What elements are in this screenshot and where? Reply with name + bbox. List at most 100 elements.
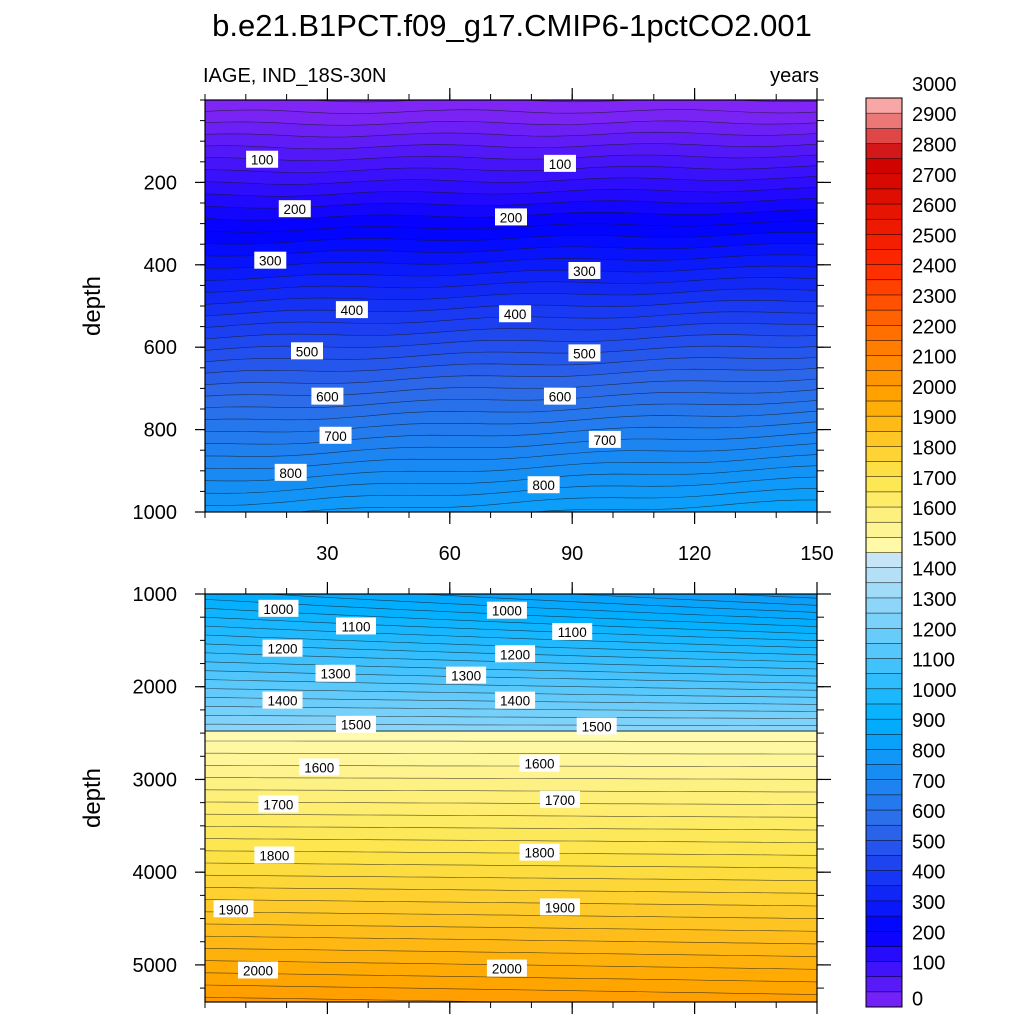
- bottom-contour-line: [205, 838, 817, 843]
- top-contour-line: [205, 143, 817, 150]
- colorbar-swatch: [866, 537, 902, 553]
- top-contour-label-text: 500: [296, 344, 319, 359]
- colorbar-swatch: [866, 279, 902, 296]
- top-y-tick-label: 400: [144, 255, 177, 277]
- bottom-contour-label: 1600: [519, 754, 560, 772]
- top-contour-label-text: 600: [549, 390, 572, 405]
- bottom-contour-label-text: 1500: [582, 720, 612, 735]
- bottom-contour-label-text: 2000: [492, 962, 522, 977]
- colorbar-swatch: [866, 719, 902, 735]
- bottom-contour-label-text: 1700: [545, 793, 575, 808]
- top-contour-line: [205, 421, 817, 445]
- bottom-contour-label: 1200: [495, 645, 536, 663]
- top-contour-label: 200: [278, 200, 311, 218]
- bottom-contour-label: 1800: [254, 846, 295, 864]
- colorbar-label: 0: [912, 988, 923, 1010]
- colorbar-swatch: [866, 900, 902, 917]
- top-contour-label-text: 800: [279, 466, 302, 481]
- bottom-contour-label: 1200: [262, 639, 303, 657]
- top-y-tick-label: 200: [144, 172, 177, 194]
- top-x-tick-label: 90: [561, 543, 583, 565]
- top-contour-label-box: [543, 387, 576, 405]
- bottom-contour-line: [205, 972, 817, 983]
- bottom-contour-line: [205, 625, 817, 649]
- bottom-contour-line: [205, 1009, 817, 1020]
- bottom-contour-label-box: [446, 666, 487, 684]
- bottom-contour-line: [205, 826, 817, 831]
- bottom-contour-label: 1900: [539, 898, 580, 916]
- bottom-contour-labels: 1000 1000 1100 1100 1200 1200 1300 1300 1400 1400…: [213, 599, 617, 979]
- top-contour-label: 500: [291, 342, 323, 360]
- colorbar-label: 200: [912, 922, 945, 944]
- top-contour-label-text: 600: [316, 390, 339, 405]
- bottom-contour-label-text: 1100: [558, 625, 587, 640]
- colorbar-swatch: [866, 628, 902, 644]
- bottom-contour-line: [205, 777, 817, 780]
- top-contour-line: [205, 254, 817, 269]
- colorbar-label: 800: [912, 740, 945, 762]
- bottom-contour-line: [205, 862, 817, 869]
- top-contour-band: [205, 523, 817, 554]
- top-contour-band: [205, 532, 817, 589]
- top-contour-label-box: [527, 476, 560, 494]
- colorbar: 3000290028002700260025002400230022002100…: [865, 74, 957, 1010]
- top-contour-band: [532, 499, 817, 512]
- colorbar-swatch: [866, 976, 902, 993]
- colorbar-swatch: [866, 325, 902, 341]
- colorbar-swatch: [866, 658, 902, 675]
- colorbar-label: 700: [912, 771, 945, 793]
- top-contour-label-box: [246, 150, 279, 168]
- colorbar-swatch: [866, 249, 902, 266]
- top-contour-label-box: [274, 463, 307, 481]
- bottom-contour-label-box: [258, 599, 299, 617]
- colorbar-label: 1700: [912, 468, 957, 490]
- colorbar-swatch: [866, 734, 902, 750]
- top-contour-line: [205, 389, 817, 409]
- bottom-contour-label-box: [254, 846, 295, 864]
- bottom-contour-label-box: [519, 843, 560, 861]
- top-contour-line: [205, 546, 817, 578]
- bottom-contour-label: 1500: [335, 715, 376, 733]
- bottom-contour-line: [413, 594, 817, 613]
- top-contour-label-box: [543, 154, 576, 172]
- bottom-contour-label-box: [335, 617, 376, 635]
- top-contour-label-text: 200: [283, 202, 306, 217]
- bottom-contour-band: [205, 985, 817, 1002]
- bottom-contour-label: 2000: [238, 961, 279, 979]
- top-contour-line: [205, 558, 817, 590]
- colorbar-swatch: [866, 264, 902, 281]
- bottom-contour-line: [205, 923, 817, 932]
- bottom-contour-label-text: 1900: [219, 902, 249, 917]
- bottom-contour-label-text: 1500: [341, 718, 371, 733]
- colorbar-label: 2200: [912, 316, 957, 338]
- bottom-y-tick-label: 5000: [133, 955, 178, 977]
- colorbar-swatch: [866, 870, 902, 887]
- colorbar-label: 900: [912, 710, 945, 732]
- bottom-contour-label: 1700: [258, 795, 299, 813]
- colorbar-label: 2300: [912, 286, 957, 308]
- colorbar-label: 400: [912, 862, 945, 884]
- colorbar-swatch: [866, 916, 902, 932]
- top-contour-line: [205, 443, 817, 470]
- top-contour-label-text: 300: [259, 254, 282, 269]
- top-contour-band: [205, 532, 817, 578]
- bottom-contour-label-text: 1100: [341, 619, 370, 634]
- colorbar-swatch: [866, 204, 902, 220]
- top-contour-label-text: 400: [341, 303, 364, 318]
- bottom-contour-label: 1400: [262, 691, 303, 709]
- top-contour-line: [205, 231, 817, 245]
- top-contour-label-text: 500: [573, 346, 596, 361]
- top-contour-line: [205, 220, 817, 233]
- top-contour-line: [205, 523, 817, 554]
- colorbar-swatch: [866, 885, 902, 902]
- top-contour-label-box: [499, 305, 532, 323]
- colorbar-swatch: [866, 461, 902, 478]
- colorbar-frame: [865, 97, 903, 1008]
- bottom-contour-label: 1700: [539, 790, 580, 808]
- bottom-contour-label-box: [495, 691, 536, 709]
- colorbar-label: 500: [912, 831, 945, 853]
- bottom-contour-label-text: 1700: [263, 797, 293, 812]
- bottom-contour-line: [566, 594, 817, 606]
- top-x-tick-label: 60: [439, 543, 461, 565]
- top-contour-label: 800: [527, 476, 560, 494]
